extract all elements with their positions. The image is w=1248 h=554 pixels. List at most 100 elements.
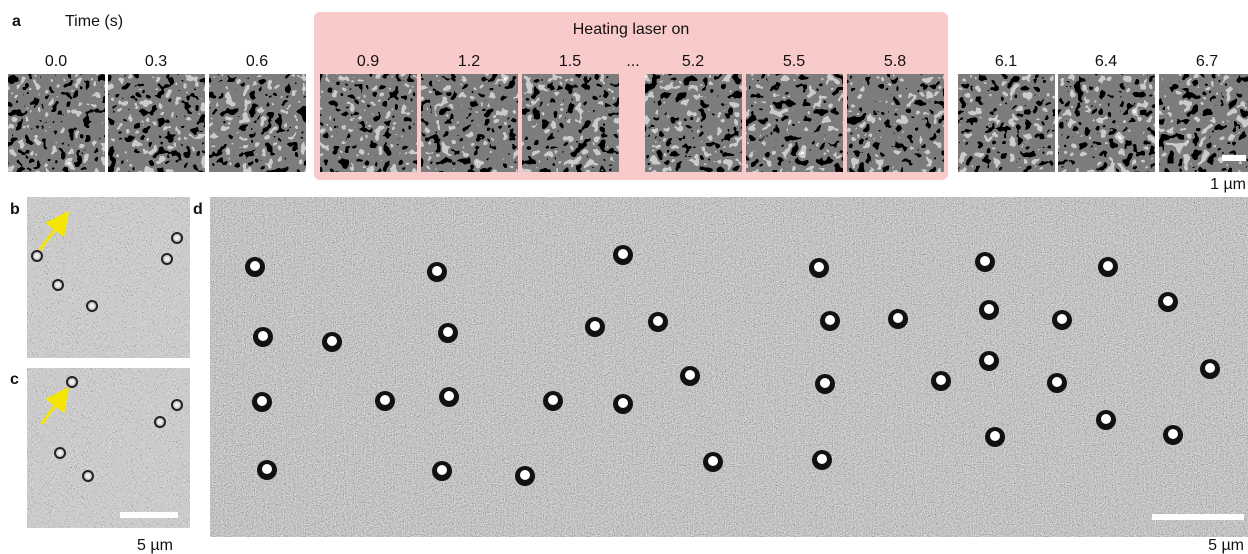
- particle-core: [814, 262, 824, 272]
- particle-core: [618, 249, 628, 259]
- particle-core: [57, 450, 63, 456]
- particle-core: [69, 379, 75, 385]
- particle-core: [685, 370, 695, 380]
- panel-label: b: [10, 201, 20, 218]
- particle-core: [1057, 314, 1067, 324]
- panel-label: c: [10, 371, 19, 388]
- frame-image: [8, 74, 105, 172]
- particle: [54, 447, 66, 459]
- particle-core: [618, 398, 628, 408]
- particle-core: [444, 391, 454, 401]
- frame-image: [645, 74, 742, 172]
- time-label: 5.2: [682, 53, 704, 70]
- time-label: 1.5: [559, 53, 581, 70]
- particle-core: [893, 313, 903, 323]
- particle-core: [1205, 363, 1215, 373]
- particle-core: [590, 321, 600, 331]
- particle-core: [85, 473, 91, 479]
- ellipsis: ...: [626, 53, 639, 70]
- particle-core: [157, 419, 163, 425]
- panel-label: a: [12, 13, 21, 30]
- particle-core: [825, 315, 835, 325]
- time-label: 6.1: [995, 53, 1017, 70]
- particle-core: [708, 456, 718, 466]
- particle: [161, 253, 173, 265]
- particle-core: [258, 331, 268, 341]
- time-label: 6.7: [1196, 53, 1218, 70]
- particle-core: [34, 253, 40, 259]
- particle-core: [984, 304, 994, 314]
- particle-core: [174, 235, 180, 241]
- particle-core: [1103, 261, 1113, 271]
- scale-bar: [1222, 155, 1246, 161]
- particle: [82, 470, 94, 482]
- frame-image: [522, 74, 619, 172]
- time-label: 0.9: [357, 53, 379, 70]
- particle-core: [1168, 429, 1178, 439]
- particle-core: [1163, 296, 1173, 306]
- micrograph: [210, 197, 1248, 537]
- particle: [171, 399, 183, 411]
- particle-core: [980, 256, 990, 266]
- time-label: 0.6: [246, 53, 268, 70]
- particle: [154, 416, 166, 428]
- frame-image: [847, 74, 944, 172]
- particle-core: [327, 336, 337, 346]
- frame-image: [108, 74, 205, 172]
- micrograph: [27, 368, 190, 528]
- time-label: 5.8: [884, 53, 906, 70]
- particle-core: [164, 256, 170, 262]
- scale-bar: [120, 512, 178, 518]
- scale-label: 1 µm: [1210, 176, 1246, 193]
- particle-core: [520, 470, 530, 480]
- frame-image: [421, 74, 518, 172]
- panel-label: d: [193, 201, 203, 218]
- frames: 0.0 0.3 0.6 0.9 1.2 1.5 5.2 5.5 5.8 6.1 6.4 6.7: [8, 53, 1248, 172]
- particle-core: [984, 355, 994, 365]
- frame-image: [209, 74, 306, 172]
- particle-core: [936, 375, 946, 385]
- particle-core: [174, 402, 180, 408]
- time-label: 0.3: [145, 53, 167, 70]
- particle-core: [548, 395, 558, 405]
- frame-image: [746, 74, 843, 172]
- time-label: 0.0: [45, 53, 67, 70]
- particle: [52, 279, 64, 291]
- particle-core: [653, 316, 663, 326]
- particle: [66, 376, 78, 388]
- particle-core: [437, 465, 447, 475]
- scale-label: 5 µm: [137, 537, 173, 554]
- particle-core: [55, 282, 61, 288]
- time-label: 1.2: [458, 53, 480, 70]
- particles: [245, 245, 1220, 486]
- particle-core: [1052, 377, 1062, 387]
- time-label: 5.5: [783, 53, 805, 70]
- time-label: 6.4: [1095, 53, 1117, 70]
- arrow: [40, 386, 70, 425]
- frame-image: [958, 74, 1055, 172]
- particle: [86, 300, 98, 312]
- particle-core: [817, 454, 827, 464]
- particle-core: [443, 327, 453, 337]
- scale-bar: [1152, 514, 1244, 520]
- particle: [31, 250, 43, 262]
- particle-core: [250, 261, 260, 271]
- particle-core: [262, 464, 272, 474]
- particles: [31, 232, 183, 482]
- particle-core: [89, 303, 95, 309]
- frame-image: [1058, 74, 1155, 172]
- axis-label: Time (s): [65, 13, 123, 30]
- arrow: [38, 210, 70, 251]
- particle-core: [257, 396, 267, 406]
- micrograph: [27, 197, 190, 358]
- particle-core: [432, 266, 442, 276]
- particle-core: [380, 395, 390, 405]
- particle-core: [990, 431, 1000, 441]
- scale-label: 5 µm: [1208, 537, 1244, 554]
- group-label: Heating laser on: [573, 21, 690, 38]
- particle-core: [1101, 414, 1111, 424]
- particle-core: [820, 378, 830, 388]
- particle: [171, 232, 183, 244]
- frame-image: [320, 74, 417, 172]
